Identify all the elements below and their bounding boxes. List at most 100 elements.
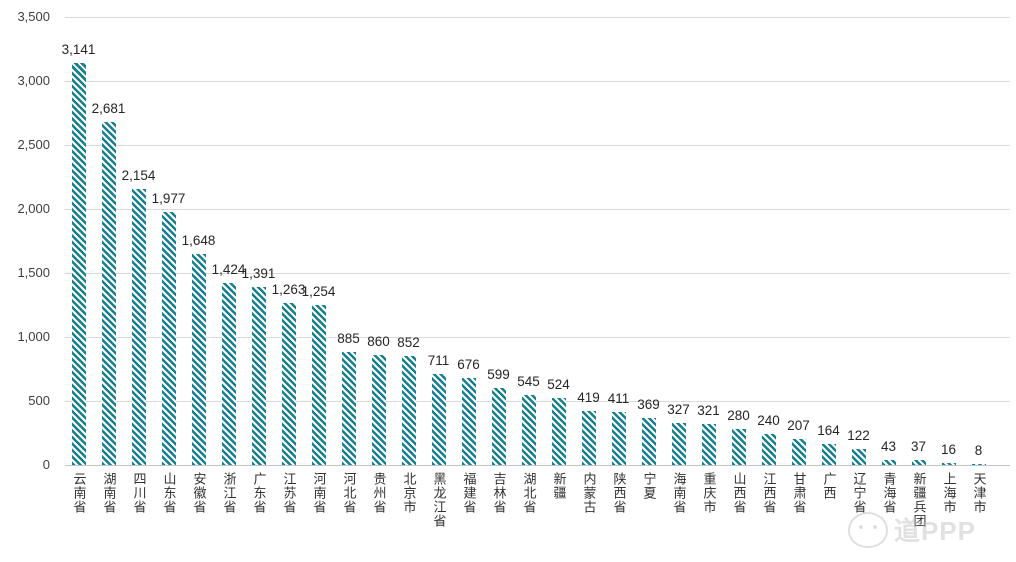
bar [821,444,836,465]
watermark-text: 道PPP [893,516,976,546]
bar [791,438,806,465]
bar-value-label: 711 [427,353,450,368]
x-axis-category-label: 山东省 [161,472,177,514]
bar-value-label: 1,263 [271,282,306,298]
x-axis-category-label: 陕西省 [611,472,627,514]
mascot-face-icon [847,511,888,548]
bar [311,304,326,465]
gridline [65,272,1010,274]
gridline [65,208,1010,210]
x-axis-category-label: 贵州省 [371,472,387,514]
x-axis-category-label: 江苏省 [281,472,297,514]
x-axis-category-label: 广东省 [251,472,267,514]
bar [191,254,206,465]
bar [671,423,686,465]
bar [911,460,926,465]
gridline [65,336,1010,338]
bar-value-label: 37 [910,439,927,455]
x-axis-category-label: 浙江省 [221,472,237,514]
y-axis-tick-label: 0 [42,457,50,472]
bar-value-label: 240 [757,413,780,429]
x-axis-category-label: 黑龙江省 [431,472,447,528]
bar [341,351,356,465]
x-axis-category-label: 江西省 [761,472,777,514]
x-axis-category-label: 新疆 [551,472,567,500]
x-axis-category-label: 河北省 [341,472,357,514]
bar [881,459,896,465]
bar [701,423,716,465]
x-axis-category-label: 甘肃省 [791,472,807,514]
bar-value-label: 599 [487,367,510,383]
x-axis-category-label: 海南省 [671,472,687,514]
x-axis-category-label: 辽宁省 [851,472,867,514]
bar [581,411,596,465]
gridline [65,464,1010,466]
x-axis-category-label: 北京市 [401,472,417,514]
bar-value-label: 676 [457,357,480,373]
bar-value-label: 369 [637,396,660,412]
bar-value-label: 1,254 [301,283,336,299]
y-axis-tick-label: 500 [28,393,50,408]
bar [71,62,86,465]
bar [281,303,296,465]
bar-value-label: 411 [607,391,630,407]
bar [941,462,956,465]
x-axis-category-label: 上海市 [941,472,957,514]
bar [401,355,416,465]
x-axis-category-label: 广西 [821,472,837,500]
x-axis-category-label: 湖北省 [521,472,537,514]
bar-value-label: 1,977 [151,190,186,206]
x-axis-category-label: 湖南省 [101,472,117,514]
bar [611,412,626,465]
x-axis-category-label: 吉林省 [491,472,507,514]
bar-value-label: 207 [787,417,810,433]
bar [971,463,986,465]
y-axis-tick-label: 2,000 [17,201,50,216]
x-axis-category-label: 天津市 [971,472,987,514]
bar [731,429,746,465]
gridline [65,16,1010,18]
bar-value-label: 122 [847,428,870,444]
bar [101,121,116,465]
bar-value-label: 545 [517,374,540,390]
bar [221,282,236,465]
bar-value-label: 3,141 [61,41,96,57]
bar-value-label: 8 [974,442,983,458]
bar [761,434,776,465]
x-axis-category-label: 宁夏 [641,472,657,500]
x-axis-category-label: 安徽省 [191,472,207,514]
y-axis-tick-label: 2,500 [17,137,50,152]
bar-value-label: 885 [337,330,360,346]
x-axis-category-label: 四川省 [131,472,147,514]
bar-value-label: 1,424 [211,261,246,277]
bar-value-label: 43 [880,438,897,454]
bar-value-label: 860 [367,333,390,349]
y-axis-tick-label: 1,000 [17,329,50,344]
bar-value-label: 280 [727,408,750,424]
bar-value-label: 1,391 [241,265,276,281]
bar [521,395,536,465]
bar [851,449,866,465]
bar-value-label: 164 [817,423,840,439]
bar [551,397,566,465]
x-axis-category-label: 重庆市 [701,472,717,514]
bar [491,388,506,465]
bar [461,378,476,465]
bar-value-label: 419 [577,390,600,406]
x-axis-category-label: 内蒙古 [581,472,597,514]
bar-value-label: 1,648 [181,233,216,249]
bar [161,211,176,465]
y-axis-tick-label: 3,000 [17,73,50,88]
x-axis-category-label: 青海省 [881,472,897,514]
x-axis-category-label: 云南省 [71,472,87,514]
bar-value-label: 852 [397,334,420,350]
bar-value-label: 2,681 [91,100,126,116]
bar [371,354,386,465]
y-axis-tick-label: 1,500 [17,265,50,280]
gridline [65,80,1010,82]
bar-value-label: 327 [667,402,690,418]
gridline [65,144,1010,146]
x-axis-category-label: 新疆兵团 [911,472,927,528]
bar-value-label: 2,154 [121,168,156,184]
